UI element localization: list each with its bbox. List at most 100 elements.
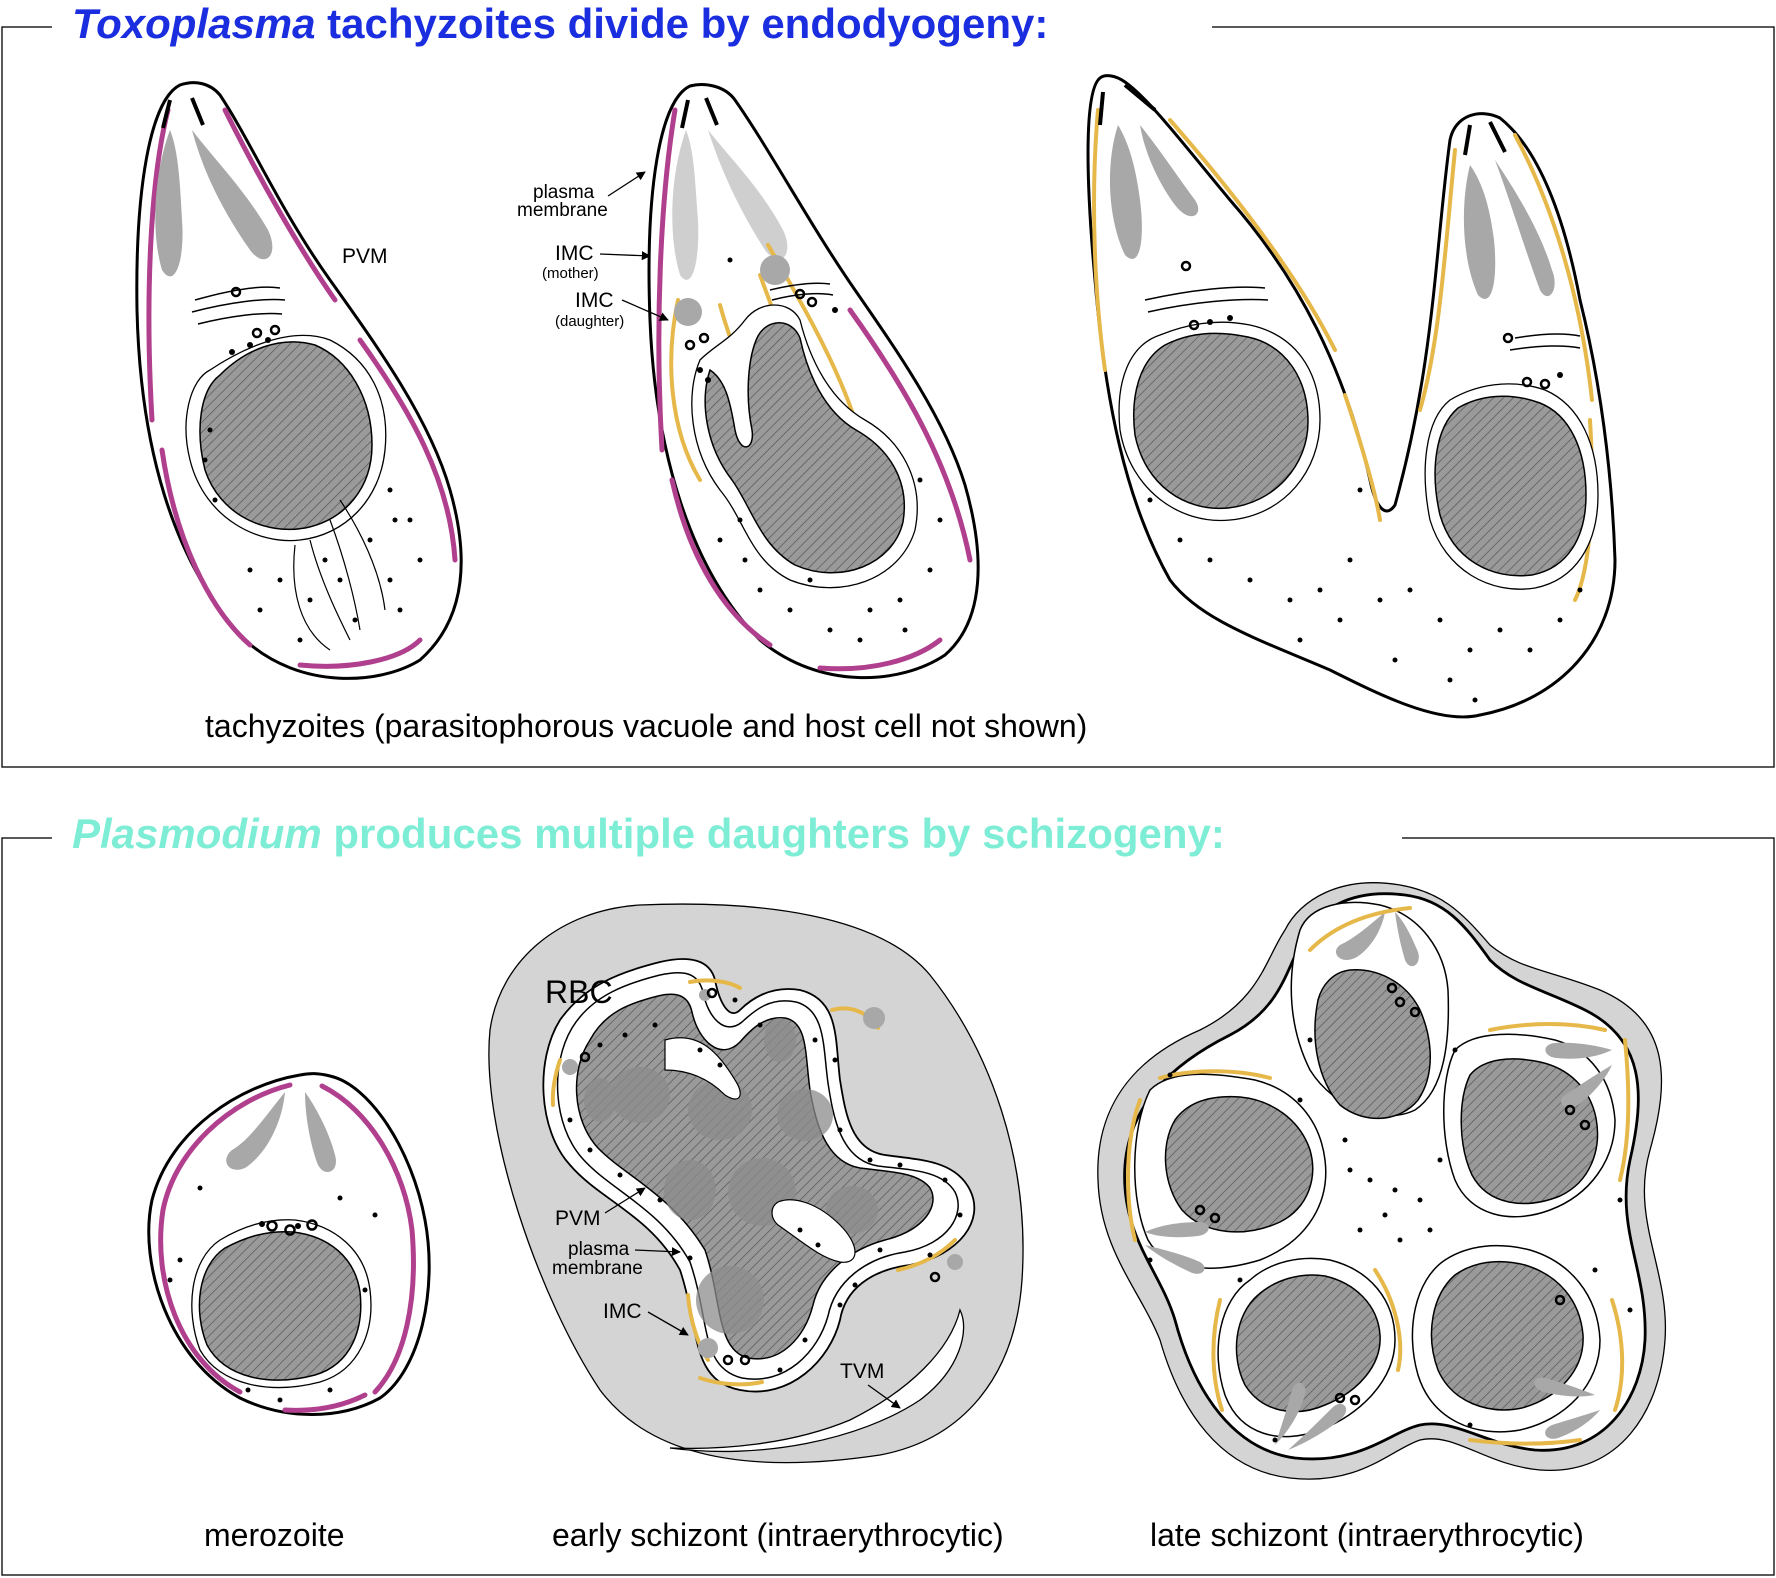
label-plasma-membrane-top-1: plasma: [533, 182, 595, 203]
late-schizont-rhoptry-bl-a: [1275, 1382, 1306, 1445]
late-schizont-rhoptry-left-b: [1145, 1245, 1205, 1274]
tachyzoite-2-apicoplast-b: [760, 255, 790, 285]
tachyzoite-3-conoid-c: [1463, 124, 1472, 156]
plasmodium-title: Plasmodium produces multiple daughters b…: [72, 810, 1225, 857]
late-schizont-rhoptry-br-b: [1545, 1410, 1600, 1439]
toxoplasma-caption: tachyzoites (parasitophorous vacuole and…: [205, 708, 1087, 744]
late-schizont: [1097, 882, 1667, 1480]
merozoite-nucleus: [198, 1230, 362, 1381]
late-schizont-rhoptry-br-a: [1534, 1377, 1595, 1397]
label-plasma-membrane-bottom-1: plasma: [568, 1239, 630, 1260]
tachyzoite-2-imc-mother-left: [656, 107, 678, 453]
late-schizont-imc-bl-b: [1373, 1268, 1403, 1372]
merozoite-imc-left: [158, 1082, 293, 1395]
early-schizont-apicoplast-2: [863, 1007, 885, 1029]
tachyzoite-2: [647, 83, 980, 680]
tachyzoite-3: [1086, 74, 1617, 719]
tachyzoite-3-golgi-a: [1144, 286, 1269, 313]
tachyzoite-3-rhoptry-c: [1463, 165, 1496, 299]
tachyzoite-3-nucleus-b: [1434, 395, 1587, 577]
late-schizont-nucleus-right: [1460, 1058, 1599, 1205]
tachyzoite-3-nucleus-a: [1133, 332, 1309, 510]
tachyzoite-1: [135, 81, 463, 680]
late-schizont-rhoptry-top-a: [1335, 912, 1385, 961]
early-schizont-imc-1: [688, 978, 742, 990]
label-imc-mother-1: IMC: [555, 242, 594, 265]
toxoplasma-title: Toxoplasma tachyzoites divide by endodyo…: [72, 0, 1048, 47]
tachyzoite-3-golgi-b: [1509, 333, 1581, 351]
tachyzoite-2-imc-daughter-left: [669, 298, 702, 482]
label-imc-mother-2: (mother): [542, 265, 599, 282]
tachyzoite-3-imc-b: [1168, 118, 1337, 352]
late-schizont-organelles: [1147, 982, 1633, 1443]
tachyzoite-1-imc-right: [222, 107, 338, 303]
label-imc-daughter-1: IMC: [575, 289, 614, 312]
tachyzoite-1-imc-right-lower: [357, 337, 458, 563]
tachyzoite-1-nucleus: [199, 341, 373, 531]
early-schizont-imc-3: [550, 1058, 562, 1107]
late-schizont-imc-top: [1308, 906, 1412, 952]
late-schizont-imc-bl: [1211, 1298, 1224, 1412]
early-schizont-inner-pocket: [664, 1037, 741, 1100]
merozoite-rhoptry-a: [226, 1092, 285, 1170]
tachyzoite-1-imc-left: [146, 107, 171, 423]
tachyzoite-3-rhoptry-d: [1495, 160, 1555, 297]
arrow-plasma-membrane-bottom: [634, 1247, 681, 1257]
late-schizont-nucleus-bl: [1235, 1274, 1381, 1413]
tachyzoite-2-conoid-a: [680, 99, 690, 129]
merozoite-organelles: [167, 1185, 378, 1403]
early-schizont-organelles: [567, 987, 963, 1373]
plasmodium-panel: Plasmodium produces multiple daughters b…: [1, 810, 1775, 1576]
tachyzoite-1-dense-granules: [202, 286, 423, 643]
tachyzoite-1-mitochondrion: [293, 499, 386, 651]
early-schizont-apicoplast-4: [698, 1338, 718, 1358]
label-imc-daughter-2: (daughter): [555, 313, 624, 330]
merozoite-imc-right: [319, 1083, 416, 1395]
tachyzoite-3-conoid-a: [1098, 91, 1105, 126]
tachyzoite-3-rhoptry-a: [1109, 125, 1142, 259]
label-pvm-bottom: PVM: [555, 1207, 601, 1230]
label-tvm: TVM: [840, 1360, 884, 1383]
arrow-imc-bottom: [647, 1311, 689, 1336]
tachyzoite-2-apicoplast-a: [674, 298, 702, 326]
tachyzoite-3-imc-c: [1343, 393, 1382, 522]
tachyzoite-1-imc-left-lower: [159, 447, 253, 648]
merozoite-imc-bottom: [282, 1392, 368, 1413]
label-imc-bottom: IMC: [603, 1300, 642, 1323]
early-schizont-inner-pocket-b: [771, 1199, 856, 1263]
tachyzoite-1-rhoptry-a: [155, 130, 183, 277]
label-plasma-membrane-bottom-2: membrane: [552, 1258, 643, 1279]
late-schizont-rhoptry-bl-b: [1288, 1403, 1347, 1450]
tachyzoite-2-nucleus: [704, 322, 905, 574]
caption-merozoite: merozoite: [204, 1517, 345, 1553]
tachyzoite-3-conoid-d: [1488, 121, 1507, 153]
late-schizont-imc-br-b: [1468, 1438, 1582, 1446]
tachyzoite-2-rhoptry-b: [708, 130, 788, 260]
tachyzoite-3-conoid-b: [1123, 83, 1157, 112]
merozoite-rhoptry-b: [305, 1092, 337, 1173]
toxoplasma-panel: Toxoplasma tachyzoites divide by endodyo…: [1, 0, 1775, 768]
caption-early-schizont: early schizont (intraerythrocytic): [552, 1517, 1004, 1553]
late-schizont-imc-right-b: [1488, 1022, 1607, 1032]
arrow-pvm-bottom: [604, 1187, 646, 1214]
tachyzoite-3-organelles: [1147, 260, 1583, 703]
arrow-imc-daughter: [621, 299, 669, 321]
plasmodium-title-mask: [52, 812, 1402, 858]
late-schizont-rhoptry-top-b: [1395, 912, 1419, 967]
label-plasma-membrane-top-2: membrane: [517, 200, 608, 221]
late-schizont-imc-left: [1126, 1098, 1142, 1242]
late-schizont-imc-right: [1618, 1038, 1631, 1182]
tachyzoite-1-conoid-a: [161, 99, 172, 129]
tachyzoite-2-conoid-b: [704, 97, 719, 126]
arrow-tvm: [867, 1384, 901, 1409]
early-schizont: [488, 903, 1024, 1464]
tachyzoite-1-imc-bottom: [297, 637, 423, 669]
tachyzoite-2-rhoptry-a: [672, 130, 699, 280]
tachyzoite-3-rhoptry-b: [1140, 125, 1199, 217]
tachyzoite-3-imc-a: [1092, 108, 1107, 372]
early-schizont-tvm: [669, 1308, 965, 1453]
caption-late-schizont: late schizont (intraerythrocytic): [1150, 1517, 1584, 1553]
early-schizont-apicoplast-5: [947, 1254, 963, 1270]
label-pvm-top: PVM: [342, 245, 388, 268]
